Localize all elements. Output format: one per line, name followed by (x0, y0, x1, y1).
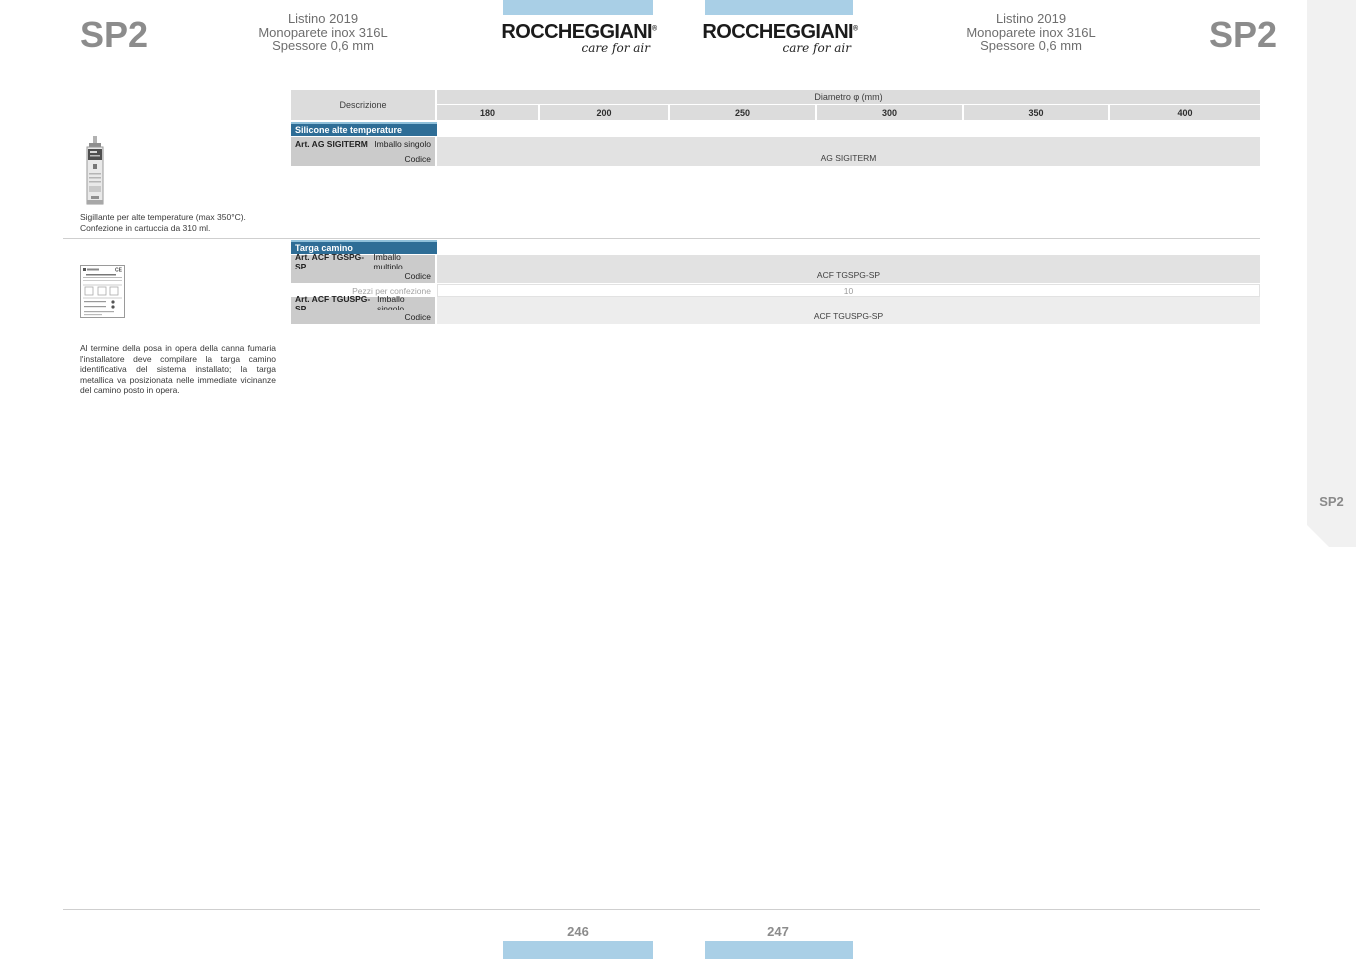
diameter-col-350: 350 (964, 105, 1108, 120)
brand-text: ROCCHEGGIANI (702, 21, 854, 43)
table-silicone: Descrizione Diametro φ (mm) 180 200 250 … (291, 90, 1260, 166)
product-caption-targa: Al termine della posa in opera della can… (80, 343, 276, 395)
diameter-col-180: 180 (437, 105, 538, 120)
registered-mark: ® (652, 25, 657, 33)
brand-name: ROCCHEGGIANI® (702, 21, 858, 43)
section-divider (63, 238, 1260, 239)
brand-tagline: care for air (782, 41, 851, 55)
codice-label: Codice (291, 310, 435, 324)
subtitle-right-line3: Spessore 0,6 mm (980, 38, 1082, 53)
codice-value-tguspg: ACF TGUSPG-SP (437, 297, 1260, 324)
brand-text: ROCCHEGGIANI (501, 21, 653, 43)
section-band-targa: Targa camino (291, 240, 437, 254)
codice-label: Codice (291, 151, 435, 166)
registered-mark: ® (853, 25, 858, 33)
silicone-cartridge-image (86, 136, 104, 205)
article-code: Art. ACF TGUSPG-SP (295, 293, 371, 314)
targa-camino-image: CE (80, 265, 125, 318)
brand-name: ROCCHEGGIANI® (501, 21, 657, 43)
bottom-blue-bar-right (705, 941, 853, 959)
diameter-col-200: 200 (540, 105, 668, 120)
subtitle-left: Listino 2019 Monoparete inox 316L Spesso… (223, 12, 423, 53)
table-targa-camino: Targa camino Art. ACF TGSPG-SP Imballo m… (291, 240, 1260, 324)
codice-label: Codice (291, 269, 435, 283)
section-band-silicone: Silicone alte temperature (291, 122, 437, 136)
article-row-tguspg: Art. ACF TGUSPG-SP Imballo singolo (291, 294, 435, 314)
article-packaging: Imballo multiplo (373, 252, 403, 272)
subtitle-left-line3: Spessore 0,6 mm (272, 38, 374, 53)
pezzi-label: Pezzi per confezione (291, 284, 435, 297)
pezzi-value: 10 (437, 284, 1260, 297)
codice-value-tgspg: ACF TGSPG-SP (437, 255, 1260, 283)
roccheggiani-logo-left: ROCCHEGGIANI® care for air (498, 21, 660, 55)
diameter-col-250: 250 (670, 105, 815, 120)
subtitle-right: Listino 2019 Monoparete inox 316L Spesso… (931, 12, 1131, 53)
top-blue-bar-left (503, 0, 653, 15)
roccheggiani-logo-right: ROCCHEGGIANI® care for air (699, 21, 861, 55)
product-caption-silicone: Sigillante per alte temperature (max 350… (80, 212, 246, 233)
subtitle-left-line2: Monoparete inox 316L (258, 24, 388, 40)
column-header-descrizione: Descrizione (291, 90, 435, 120)
article-code: Art. AG SIGITERM (295, 139, 368, 149)
page-code-left: SP2 (80, 14, 149, 55)
article-packaging: Imballo singolo (374, 139, 431, 149)
page-number-right: 247 (767, 924, 789, 939)
page-code-right: SP2 (1208, 14, 1277, 55)
bottom-blue-bar-left (503, 941, 653, 959)
article-code: Art. ACF TGSPG-SP (295, 252, 365, 272)
side-tab: SP2 (1307, 0, 1356, 547)
article-packaging: Imballo singolo (377, 293, 405, 314)
side-tab-label: SP2 (1319, 494, 1344, 509)
footer-divider (63, 909, 1260, 910)
brand-tagline: care for air (581, 41, 650, 55)
svg-text:CE: CE (115, 268, 123, 274)
subtitle-left-line1: Listino 2019 (287, 11, 359, 26)
codice-value-sigiterm: AG SIGITERM (437, 137, 1260, 166)
page-number-left: 246 (567, 924, 589, 939)
column-header-diametro: Diametro φ (mm) (437, 90, 1260, 104)
article-row-tgspg: Art. ACF TGSPG-SP Imballo multiplo (291, 252, 435, 272)
diameter-col-400: 400 (1110, 105, 1260, 120)
subtitle-right-line1: Listino 2019 (995, 11, 1067, 26)
diameter-columns: 180 200 250 300 350 400 (437, 105, 1260, 120)
article-row-sigiterm: Art. AG SIGITERM Imballo singolo (291, 137, 435, 151)
diameter-col-300: 300 (817, 105, 962, 120)
subtitle-right-line2: Monoparete inox 316L (966, 24, 1096, 40)
top-blue-bar-right (705, 0, 853, 15)
